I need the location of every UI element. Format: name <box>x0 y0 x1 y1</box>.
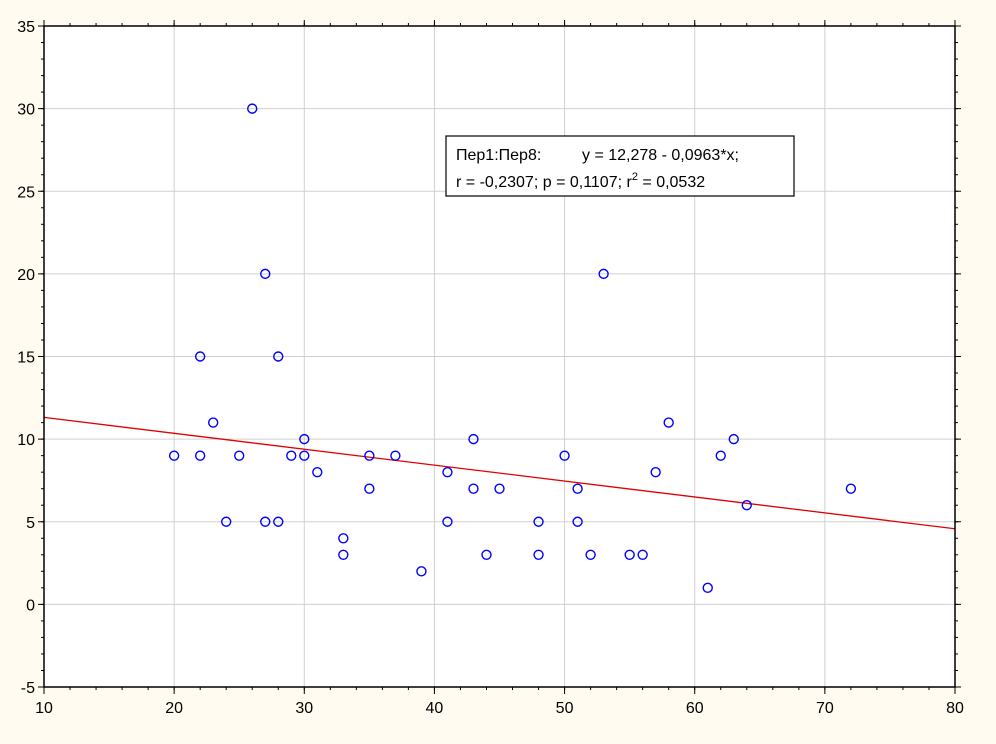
annotation-superscript: 2 <box>632 171 638 183</box>
annotation-stats: r = -0,2307; p = 0,1107; r <box>456 174 632 191</box>
data-point <box>299 433 310 445</box>
data-point <box>741 500 752 511</box>
x-tick-label: 10 <box>35 700 53 717</box>
y-axis-tick-labels: -5 0 5 10 15 20 25 30 35 <box>17 19 35 697</box>
data-point <box>416 566 427 577</box>
data-point <box>220 516 232 527</box>
data-point <box>663 417 674 428</box>
data-point <box>312 466 323 478</box>
data-point <box>364 450 375 461</box>
data-point <box>299 450 310 461</box>
data-point <box>468 483 479 494</box>
x-tick-label: 70 <box>816 700 834 717</box>
data-point <box>559 450 570 461</box>
data-point <box>533 549 544 560</box>
data-point <box>207 417 219 428</box>
data-point <box>247 103 258 114</box>
y-tick-label: 0 <box>26 597 35 614</box>
y-tick-label: 15 <box>17 350 35 367</box>
y-tick-label: 25 <box>17 184 35 201</box>
data-point <box>442 516 453 527</box>
data-points <box>168 103 857 594</box>
x-tick-label: 20 <box>165 700 183 717</box>
data-point <box>364 483 375 494</box>
data-point <box>273 351 284 362</box>
annotation-line2: r = -0,2307; p = 0,1107; r2 = 0,0532 <box>456 171 705 191</box>
data-point <box>481 549 492 560</box>
regression-line-group <box>43 416 956 530</box>
data-point <box>442 466 453 478</box>
data-point <box>585 549 596 560</box>
data-point <box>715 450 726 461</box>
data-point <box>338 533 349 544</box>
y-tick-label: 20 <box>17 267 35 284</box>
data-point <box>650 466 661 478</box>
data-point <box>637 549 648 560</box>
x-tick-label: 50 <box>556 700 574 717</box>
data-point <box>390 450 401 461</box>
regression-line <box>43 416 956 530</box>
y-tick-label: 30 <box>17 102 35 119</box>
y-tick-label: 5 <box>26 515 35 532</box>
data-point <box>286 450 297 461</box>
y-tick-label: 35 <box>17 19 35 36</box>
data-point <box>338 549 349 560</box>
data-point <box>260 268 271 280</box>
data-point <box>168 450 180 461</box>
annotation-r2: = 0,0532 <box>638 174 705 191</box>
data-point <box>572 516 583 527</box>
data-point <box>194 351 206 362</box>
annotation-equation: y = 12,278 - 0,0963*x; <box>582 147 739 164</box>
data-point <box>468 433 479 445</box>
y-tick-label: 10 <box>17 432 35 449</box>
data-point <box>728 433 739 445</box>
x-tick-label: 40 <box>426 700 444 717</box>
axis-ticks <box>38 20 961 694</box>
data-point <box>572 483 583 494</box>
annotation-prefix: Пер1:Пер8: <box>456 147 541 164</box>
data-point <box>260 516 271 527</box>
y-tick-label: -5 <box>21 680 35 697</box>
regression-annotation-box: Пер1:Пер8: y = 12,278 - 0,0963*x; r = -0… <box>445 135 795 197</box>
data-point <box>273 516 284 527</box>
annotation-line1: Пер1:Пер8: y = 12,278 - 0,0963*x; <box>456 147 739 164</box>
data-point <box>234 450 245 461</box>
x-axis-tick-labels: 10 20 30 40 50 60 70 80 <box>35 700 964 717</box>
data-point <box>598 268 609 280</box>
data-point <box>494 483 505 494</box>
x-tick-label: 30 <box>295 700 313 717</box>
data-point <box>845 483 857 494</box>
data-point <box>533 516 544 527</box>
x-tick-label: 80 <box>946 700 964 717</box>
data-point <box>194 450 206 461</box>
data-point <box>702 582 713 594</box>
x-tick-label: 60 <box>686 700 704 717</box>
data-point <box>624 549 635 560</box>
